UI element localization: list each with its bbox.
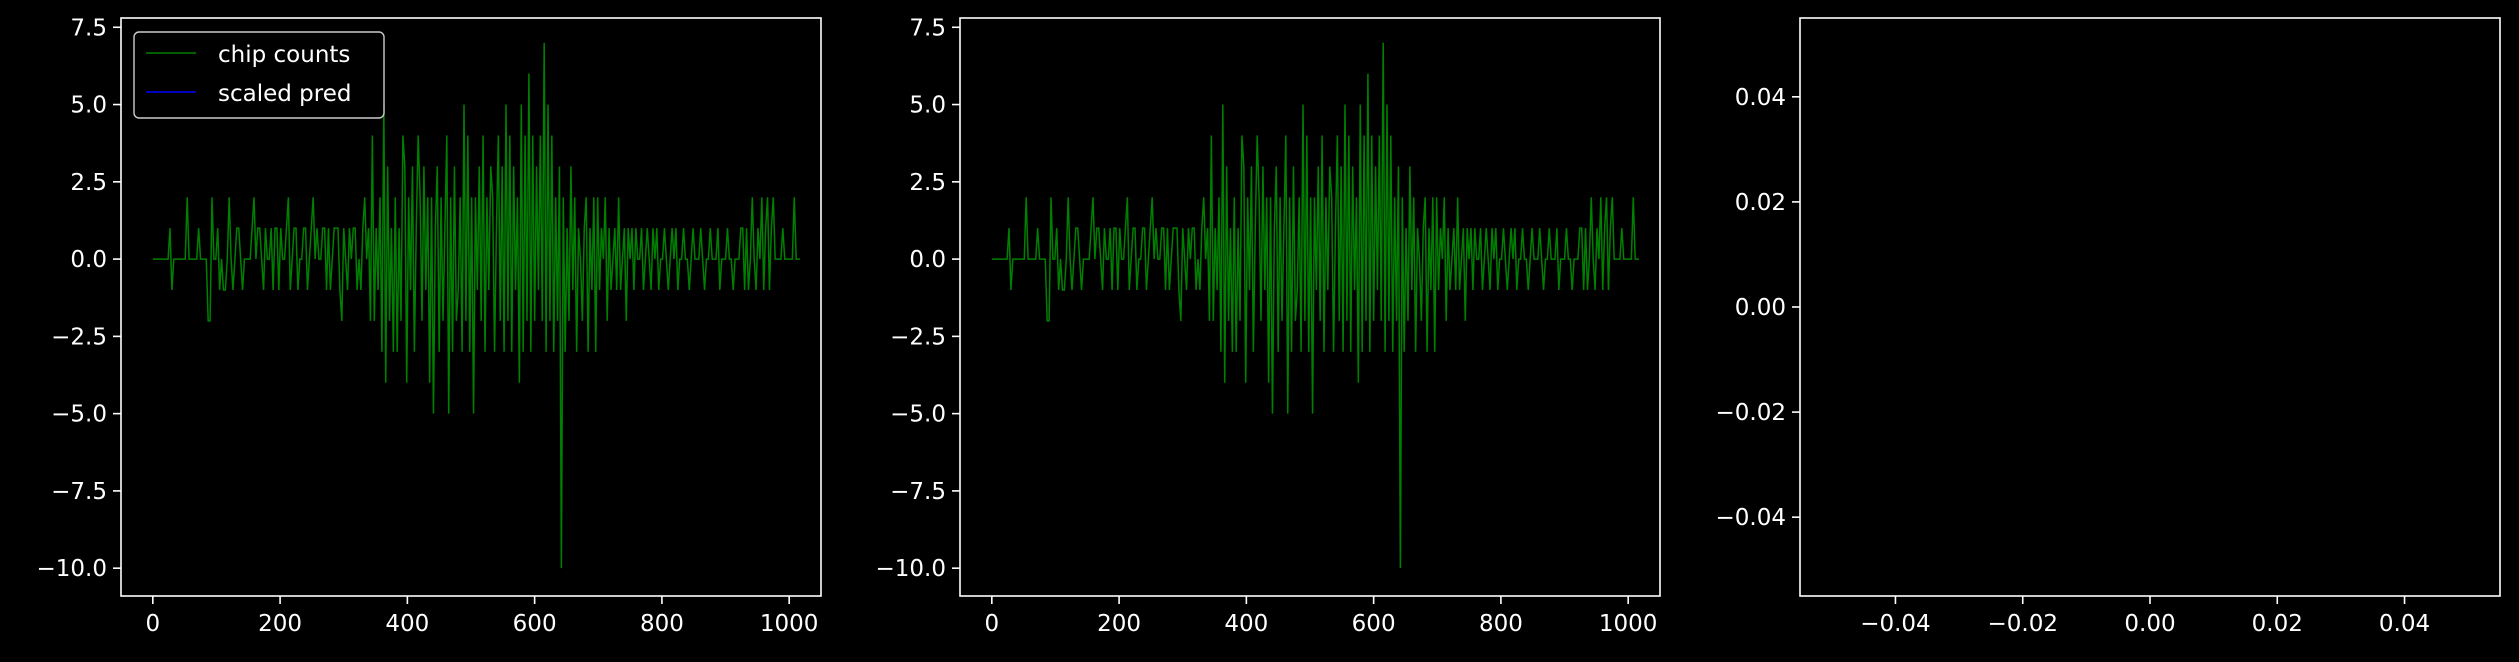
- series-line-chip-counts: [991, 42, 1639, 569]
- chart-2-plot-area: [991, 42, 1639, 569]
- y-tick-label: 5.0: [70, 93, 107, 119]
- x-tick-label: 1000: [760, 611, 819, 637]
- x-tick-label: 600: [513, 611, 557, 637]
- x-tick-label: −0.02: [1987, 611, 2057, 637]
- y-tick-label: 0.0: [909, 247, 946, 273]
- chart-1-axes-frame: [120, 17, 822, 597]
- chart-panel-2: 0 200 400 600 800 1000 −10.0 −7.5 −5.0 −2.5 0.0 2.…: [876, 15, 1661, 637]
- y-tick-label: 0.02: [1735, 190, 1786, 216]
- series-line-chip-counts: [152, 42, 800, 569]
- y-tick-label: −2.5: [890, 324, 946, 350]
- x-tick-label: 200: [1097, 611, 1141, 637]
- legend-frame: [133, 31, 385, 119]
- chart-1-x-axis: 0 200 400 600 800 1000: [145, 596, 818, 637]
- chart-panel-3: −0.04 −0.02 0.00 0.02 0.04 −0.04 −0.02 0.00 0.0…: [1716, 17, 2501, 637]
- y-tick-label: −5.0: [890, 402, 946, 428]
- x-tick-label: 400: [385, 611, 429, 637]
- chart-1-plot-area: [152, 42, 800, 569]
- chart-panel-1: 0 200 400 600 800 1000 −10.0 −7.5 −5.0 −2.5 0.0 2.…: [37, 15, 822, 637]
- y-tick-label: −10.0: [37, 556, 107, 582]
- y-tick-label: −7.5: [890, 479, 946, 505]
- y-tick-label: 2.5: [70, 170, 107, 196]
- x-tick-label: 0: [984, 611, 999, 637]
- chart-2-x-axis: 0 200 400 600 800 1000: [984, 596, 1657, 637]
- y-tick-label: 0.00: [1735, 295, 1786, 321]
- x-tick-label: −0.04: [1860, 611, 1930, 637]
- y-tick-label: 2.5: [909, 170, 946, 196]
- x-tick-label: 600: [1352, 611, 1396, 637]
- y-tick-label: 7.5: [70, 15, 107, 41]
- x-tick-label: 200: [258, 611, 302, 637]
- chart-2-y-axis: −10.0 −7.5 −5.0 −2.5 0.0 2.5 5.0 7.5: [876, 15, 960, 582]
- chart-3-y-axis: −0.04 −0.02 0.00 0.02 0.04: [1716, 85, 1800, 531]
- x-tick-label: 0: [145, 611, 160, 637]
- chart-1-y-axis: −10.0 −7.5 −5.0 −2.5 0.0 2.5 5.0 7.5: [37, 15, 121, 582]
- y-tick-label: −5.0: [51, 402, 107, 428]
- chart-3-x-axis: −0.04 −0.02 0.00 0.02 0.04: [1860, 596, 2430, 637]
- x-tick-label: 0.02: [2252, 611, 2303, 637]
- y-tick-label: −0.02: [1716, 400, 1786, 426]
- y-tick-label: −7.5: [51, 479, 107, 505]
- y-tick-label: 7.5: [909, 15, 946, 41]
- y-tick-label: −2.5: [51, 324, 107, 350]
- y-tick-label: 0.04: [1735, 85, 1786, 111]
- x-tick-label: 800: [640, 611, 684, 637]
- chart-2-axes-frame: [959, 17, 1661, 597]
- legend-label-chip-counts: chip counts: [218, 42, 350, 68]
- y-tick-label: −0.04: [1716, 505, 1786, 531]
- chart-1-legend: chip counts scaled pred: [133, 31, 385, 119]
- x-tick-label: 1000: [1599, 611, 1658, 637]
- y-tick-label: 0.0: [70, 247, 107, 273]
- legend-label-scaled-pred: scaled pred: [218, 81, 351, 107]
- x-tick-label: 800: [1479, 611, 1523, 637]
- y-tick-label: 5.0: [909, 93, 946, 119]
- y-tick-label: −10.0: [876, 556, 946, 582]
- x-tick-label: 400: [1224, 611, 1268, 637]
- x-tick-label: 0.00: [2124, 611, 2175, 637]
- x-tick-label: 0.04: [2379, 611, 2430, 637]
